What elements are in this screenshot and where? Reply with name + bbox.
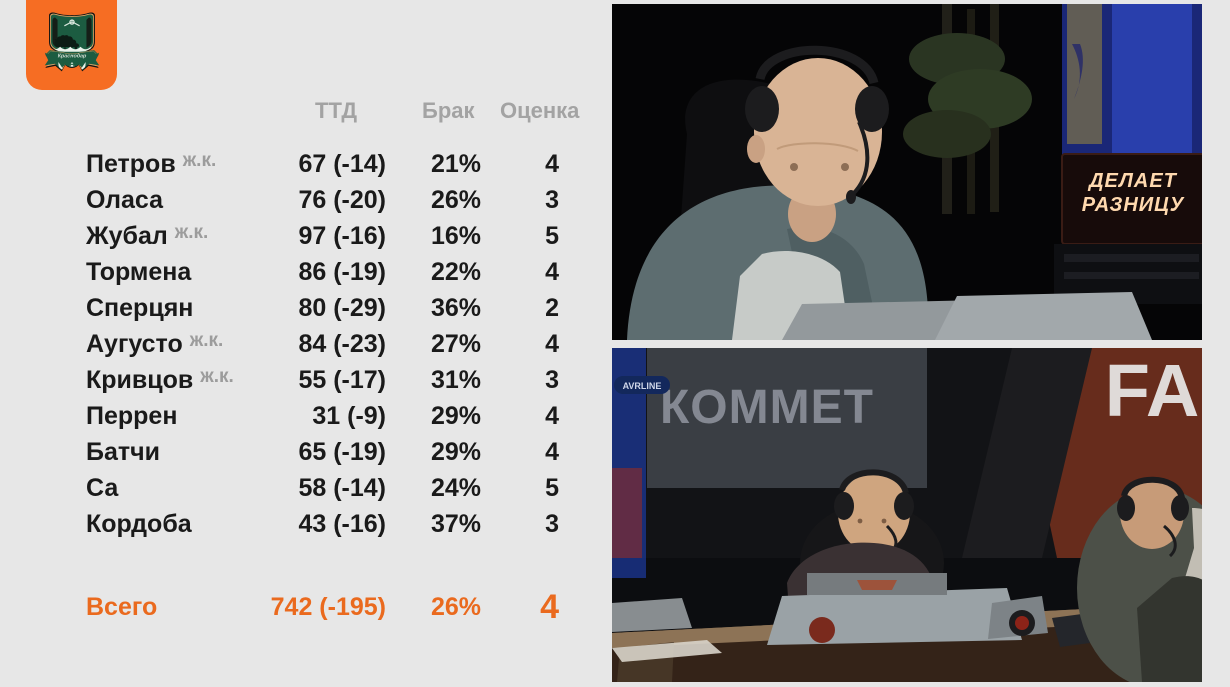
svg-text:Краснодар: Краснодар — [57, 54, 86, 60]
svg-text:РАЗНИЦУ: РАЗНИЦУ — [1082, 194, 1185, 216]
svg-text:ДЕЛАЕТ: ДЕЛАЕТ — [1087, 170, 1178, 192]
svg-text:КОММЕТ: КОММЕТ — [660, 381, 874, 434]
svg-text:FA: FA — [1105, 349, 1200, 432]
svg-text:AVRLINE: AVRLINE — [623, 381, 662, 391]
